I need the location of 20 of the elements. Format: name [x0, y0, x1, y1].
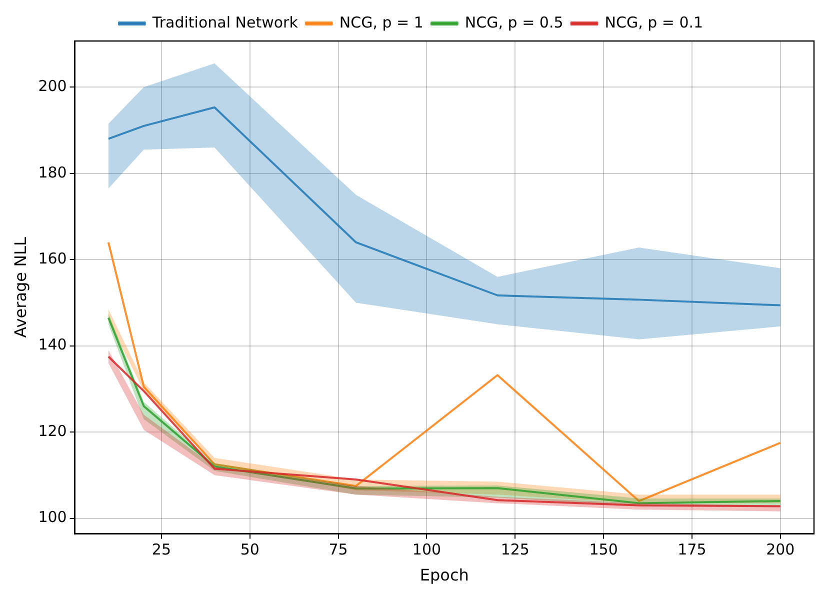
x-tick-label: 75: [328, 540, 348, 559]
legend-label: NCG, p = 0.5: [464, 13, 564, 32]
x-tick-label: 150: [589, 540, 618, 559]
y-tick-label: 140: [38, 336, 67, 354]
x-tick-label: 25: [152, 540, 172, 559]
x-axis-title: Epoch: [420, 566, 469, 585]
legend-label: Traditional Network: [151, 13, 298, 32]
x-tick-label: 200: [766, 540, 795, 559]
y-tick-label: 120: [38, 422, 67, 440]
legend-label: NCG, p = 1: [339, 13, 424, 32]
y-tick-label: 100: [38, 508, 67, 526]
y-axis-title: Average NLL: [10, 237, 30, 338]
x-tick-label: 175: [678, 540, 706, 559]
y-tick-label: 200: [38, 77, 67, 96]
x-tick-label: 100: [412, 540, 442, 559]
x-tick-label: 50: [240, 540, 260, 559]
x-tick-label: 125: [500, 540, 530, 559]
y-tick-label: 180: [38, 163, 67, 182]
legend-label: NCG, p = 0.1: [604, 13, 704, 32]
y-tick-label: 160: [38, 249, 67, 268]
